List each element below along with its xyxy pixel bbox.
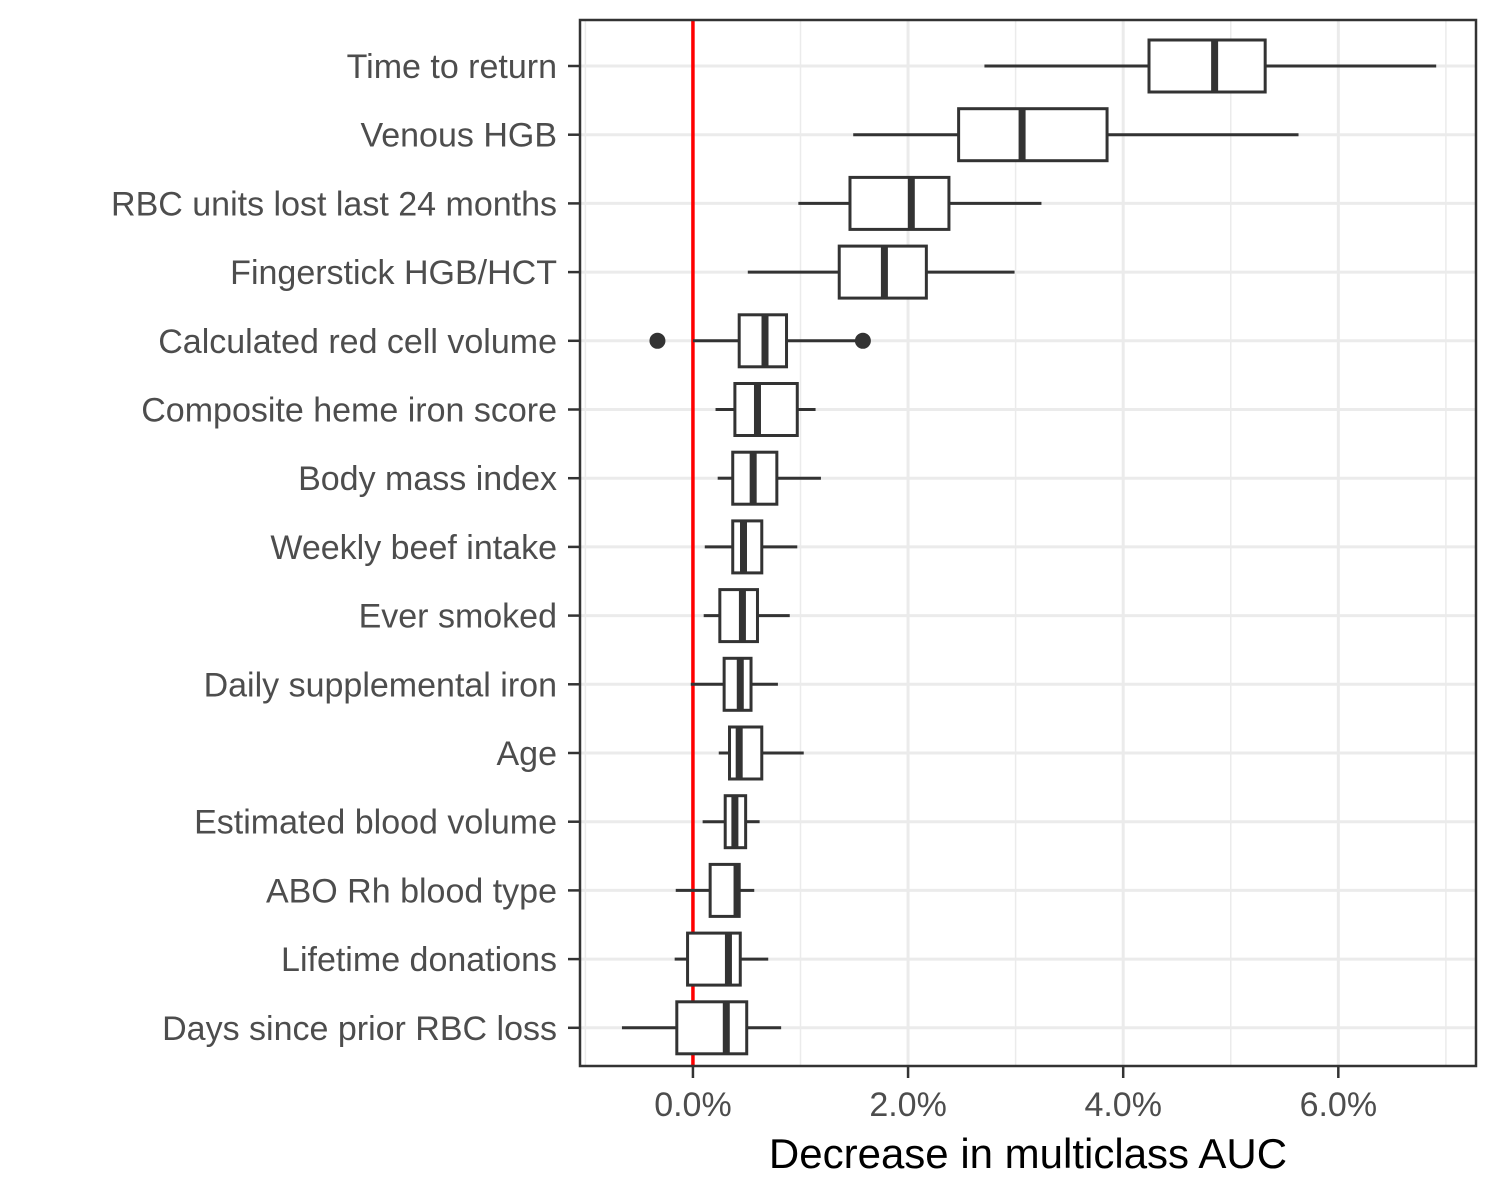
y-tick-label: Lifetime donations bbox=[281, 941, 557, 979]
box-5 bbox=[715, 382, 816, 437]
box-7 bbox=[704, 519, 798, 575]
x-axis-title: Decrease in multiclass AUC bbox=[769, 1130, 1287, 1177]
plot-panel-border bbox=[578, 18, 1478, 1068]
box-11 bbox=[702, 794, 760, 850]
y-tick-label: Daily supplemental iron bbox=[204, 666, 557, 704]
box-13 bbox=[674, 931, 769, 987]
box-iqr bbox=[728, 725, 764, 781]
outlier-point bbox=[649, 332, 666, 349]
box-2 bbox=[798, 175, 1042, 231]
box-3 bbox=[747, 244, 1015, 300]
y-tick-label: Days since prior RBC loss bbox=[162, 1010, 557, 1048]
y-tick-label: Calculated red cell volume bbox=[158, 323, 557, 361]
box-8 bbox=[703, 588, 790, 644]
x-tick-label: 2.0% bbox=[869, 1086, 947, 1124]
y-tick-label: Ever smoked bbox=[359, 598, 557, 636]
y-tick-label: Time to return bbox=[347, 48, 557, 86]
outlier-point bbox=[854, 332, 871, 349]
box-10 bbox=[718, 725, 804, 781]
box-iqr bbox=[675, 1000, 749, 1056]
y-tick-label: ABO Rh blood type bbox=[266, 872, 557, 910]
axes-group: Time to return Venous HGB RBC units lost l… bbox=[111, 48, 1377, 1124]
box-iqr bbox=[731, 519, 764, 575]
box-iqr bbox=[686, 931, 742, 987]
box-12 bbox=[675, 862, 755, 918]
y-tick-label: Weekly beef intake bbox=[270, 529, 557, 567]
y-tick-label: Venous HGB bbox=[360, 117, 557, 155]
x-tick-label: 0.0% bbox=[654, 1086, 732, 1124]
y-tick-label: RBC units lost last 24 months bbox=[111, 185, 557, 223]
box-6 bbox=[717, 450, 821, 506]
x-tick-label: 6.0% bbox=[1300, 1086, 1378, 1124]
box-iqr bbox=[848, 175, 951, 231]
box-4 bbox=[649, 313, 871, 369]
box-1 bbox=[853, 107, 1299, 163]
box-iqr bbox=[1147, 38, 1267, 94]
box-14 bbox=[621, 1000, 782, 1056]
y-tick-label: Body mass index bbox=[298, 460, 557, 498]
y-tick-label: Age bbox=[497, 735, 558, 773]
box-0 bbox=[984, 38, 1437, 94]
y-tick-label: Fingerstick HGB/HCT bbox=[230, 254, 557, 292]
box-iqr bbox=[957, 107, 1109, 163]
box-iqr bbox=[718, 588, 759, 644]
boxes-group bbox=[621, 38, 1437, 1056]
box-9 bbox=[690, 656, 778, 712]
box-iqr bbox=[733, 382, 799, 437]
x-tick-label: 4.0% bbox=[1084, 1086, 1162, 1124]
y-tick-label: Composite heme iron score bbox=[141, 392, 557, 430]
y-tick-label: Estimated blood volume bbox=[194, 804, 557, 842]
